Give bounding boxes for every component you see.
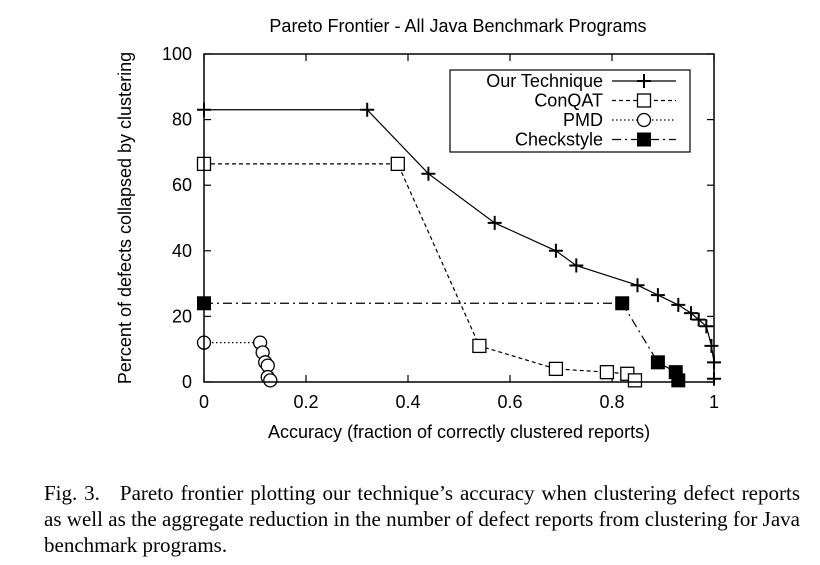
data-point-our-technique	[548, 243, 563, 258]
legend-label-our-technique: Our Technique	[486, 71, 603, 91]
data-point-pmd	[263, 373, 278, 388]
x-tick-label: 0	[199, 392, 209, 412]
data-point-our-technique	[704, 338, 719, 353]
data-point-our-technique	[360, 102, 375, 117]
legend-marker-conqat	[636, 93, 652, 108]
data-point-our-technique	[487, 215, 502, 230]
x-axis-label: Accuracy (fraction of correctly clustere…	[268, 422, 650, 442]
caption-label: Fig. 3.	[44, 481, 100, 505]
series-conqat	[196, 156, 643, 388]
data-point-checkstyle	[615, 296, 630, 311]
data-point-our-technique	[421, 166, 436, 181]
y-axis-label: Percent of defects collapsed by clusteri…	[115, 52, 135, 384]
legend-label-pmd: PMD	[563, 110, 603, 130]
data-point-checkstyle	[650, 355, 665, 370]
legend-marker-checkstyle	[637, 132, 651, 147]
series-checkstyle	[197, 296, 686, 388]
plot-frame	[203, 53, 715, 383]
axis-ticks: 0 0.2 0.4 0.6 0.8 1 0 20 40 60 80 100	[162, 44, 719, 412]
y-tick-label: 100	[162, 44, 192, 64]
data-point-checkstyle	[671, 373, 686, 388]
data-point-conqat	[472, 338, 487, 354]
x-tick-label: 0.2	[293, 392, 318, 412]
figure-caption: Fig. 3. Pareto frontier plotting our tech…	[44, 480, 800, 558]
caption-text: Pareto frontier plotting our technique’s…	[44, 481, 800, 557]
y-tick-label: 80	[172, 110, 192, 130]
data-point-conqat	[548, 361, 564, 377]
x-tick-label: 0.4	[395, 392, 420, 412]
data-point-our-technique	[691, 312, 706, 327]
y-tick-label: 40	[172, 241, 192, 261]
series-pmd	[196, 335, 278, 388]
pareto-chart: Pareto Frontier - All Java Benchmark Pro…	[115, 16, 721, 442]
chart-title: Pareto Frontier - All Java Benchmark Pro…	[269, 16, 646, 36]
x-tick-label: 1	[709, 392, 719, 412]
data-point-our-technique	[569, 258, 584, 273]
y-tick-label: 20	[172, 306, 192, 326]
data-point-our-technique	[671, 297, 686, 312]
data-point-our-technique	[684, 306, 699, 321]
legend-marker-pmd	[636, 112, 652, 128]
data-point-our-technique	[650, 288, 665, 303]
legend-label-conqat: ConQAT	[534, 91, 603, 111]
data-point-conqat	[390, 156, 405, 172]
data-point-conqat	[599, 365, 615, 380]
y-tick-label: 0	[182, 372, 192, 392]
series-layer	[196, 102, 721, 388]
data-point-conqat	[627, 373, 643, 388]
legend-label-checkstyle: Checkstyle	[515, 130, 603, 150]
data-point-our-technique	[699, 319, 714, 334]
legend-marker-our-technique	[637, 74, 651, 88]
x-tick-label: 0.8	[599, 392, 624, 412]
y-tick-label: 60	[172, 175, 192, 195]
data-point-our-technique	[630, 278, 645, 293]
x-tick-label: 0.6	[497, 392, 522, 412]
series-line-conqat	[204, 163, 636, 381]
series-our-technique	[197, 102, 721, 386]
